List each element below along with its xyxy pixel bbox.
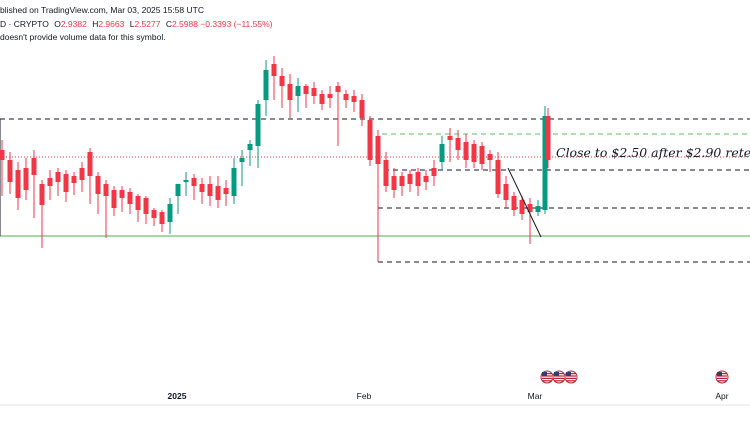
candle-body (319, 94, 325, 104)
candle-body (215, 186, 221, 200)
candle-body (191, 178, 197, 186)
candle-body (159, 212, 165, 224)
candle-body (447, 136, 453, 140)
candle-body (367, 120, 373, 160)
candle-body (527, 204, 533, 212)
candle-body (167, 204, 173, 222)
symbol-name: D · CRYPTO (0, 19, 49, 29)
candle-body (479, 146, 485, 164)
candle-body (351, 96, 357, 102)
candle-body (311, 88, 317, 96)
candle-body (95, 176, 101, 194)
candle-body (183, 180, 189, 182)
candle-body (415, 172, 421, 186)
candle-body (23, 168, 29, 190)
candle-body (127, 192, 133, 204)
us-flag-icon[interactable] (552, 370, 566, 384)
candle-body (542, 116, 548, 210)
candle-body (31, 158, 37, 175)
candle-body (247, 144, 253, 150)
candle-body (519, 200, 525, 214)
trendline (507, 167, 542, 238)
candle-body (545, 116, 551, 160)
candle-body (343, 94, 349, 100)
candle-body (375, 136, 381, 164)
horizontal-levels (0, 118, 750, 263)
candle-body (223, 188, 229, 194)
candle-body (463, 142, 469, 160)
candle-body (471, 144, 477, 162)
us-flag-icon[interactable] (564, 370, 578, 384)
candles (0, 56, 551, 262)
candle-body (39, 184, 45, 205)
candle-body (15, 170, 21, 198)
close-value: 2.5988 (171, 19, 198, 29)
candle-body (255, 104, 261, 146)
candle-body (455, 138, 461, 150)
candle-body (439, 144, 445, 162)
chart-header: blished on TradingView.com, Mar 03, 2025… (0, 4, 750, 16)
candle-body (143, 198, 149, 214)
us-flag-icon[interactable] (540, 370, 554, 384)
candle-body (359, 100, 365, 118)
open-value: 2.9382 (60, 19, 87, 29)
candle-body (71, 176, 77, 183)
candle-body (263, 70, 269, 100)
candle-body (0, 150, 5, 160)
candle-body (287, 84, 293, 100)
candle-body (279, 76, 285, 86)
candle-body (431, 168, 437, 176)
candle-body (487, 154, 493, 160)
candle-body (271, 64, 277, 76)
candle-body (303, 86, 309, 94)
candle-body (335, 86, 341, 92)
candle-body (111, 190, 117, 208)
candle-body (199, 184, 205, 192)
candle-body (151, 210, 157, 218)
candle-body (407, 174, 413, 184)
low-label: L (129, 19, 135, 29)
high-label: H (92, 19, 99, 29)
us-flag-icon[interactable] (715, 370, 729, 384)
candle-body (239, 158, 245, 162)
candle-body (103, 184, 109, 196)
candle-body (175, 184, 181, 196)
candle-body (47, 178, 53, 186)
ohlc-legend: D · CRYPTO O2.9382 H2.9663 L2.5277 C2.59… (0, 18, 750, 30)
change-value: −0.3393 (−11.55%) (200, 19, 273, 29)
candle-body (327, 94, 333, 98)
candle-body (423, 176, 429, 182)
published-note: blished on TradingView.com, Mar 03, 2025… (0, 5, 204, 15)
candle-body (503, 184, 509, 200)
time-label-apr: Apr (715, 391, 728, 401)
time-label-2025: 2025 (168, 391, 187, 401)
candle-body (399, 176, 405, 186)
candle-body (119, 190, 125, 198)
high-value: 2.9663 (98, 19, 125, 29)
candle-body (231, 168, 237, 196)
volume-note: doesn't provide volume data for this sym… (0, 32, 166, 42)
candle-body (87, 152, 93, 176)
candle-body (495, 160, 501, 194)
candle-body (295, 86, 301, 96)
open-label: O (54, 19, 61, 29)
candle-body (135, 196, 141, 210)
time-label-mar: Mar (528, 391, 543, 401)
candle-body (7, 160, 13, 182)
candle-body (79, 168, 85, 180)
event-markers[interactable] (540, 370, 729, 384)
candle-body (63, 174, 69, 192)
annotation-label: Close to $2.50 after $2.90 retest (556, 145, 750, 160)
candle-body (511, 196, 517, 210)
candle-body (391, 176, 397, 190)
candle-body (55, 172, 61, 182)
close-label: C (165, 19, 172, 29)
time-label-feb: Feb (357, 391, 372, 401)
candle-body (207, 184, 213, 196)
candle-body (535, 206, 541, 212)
low-value: 2.5277 (134, 19, 161, 29)
candle-body (383, 160, 389, 186)
